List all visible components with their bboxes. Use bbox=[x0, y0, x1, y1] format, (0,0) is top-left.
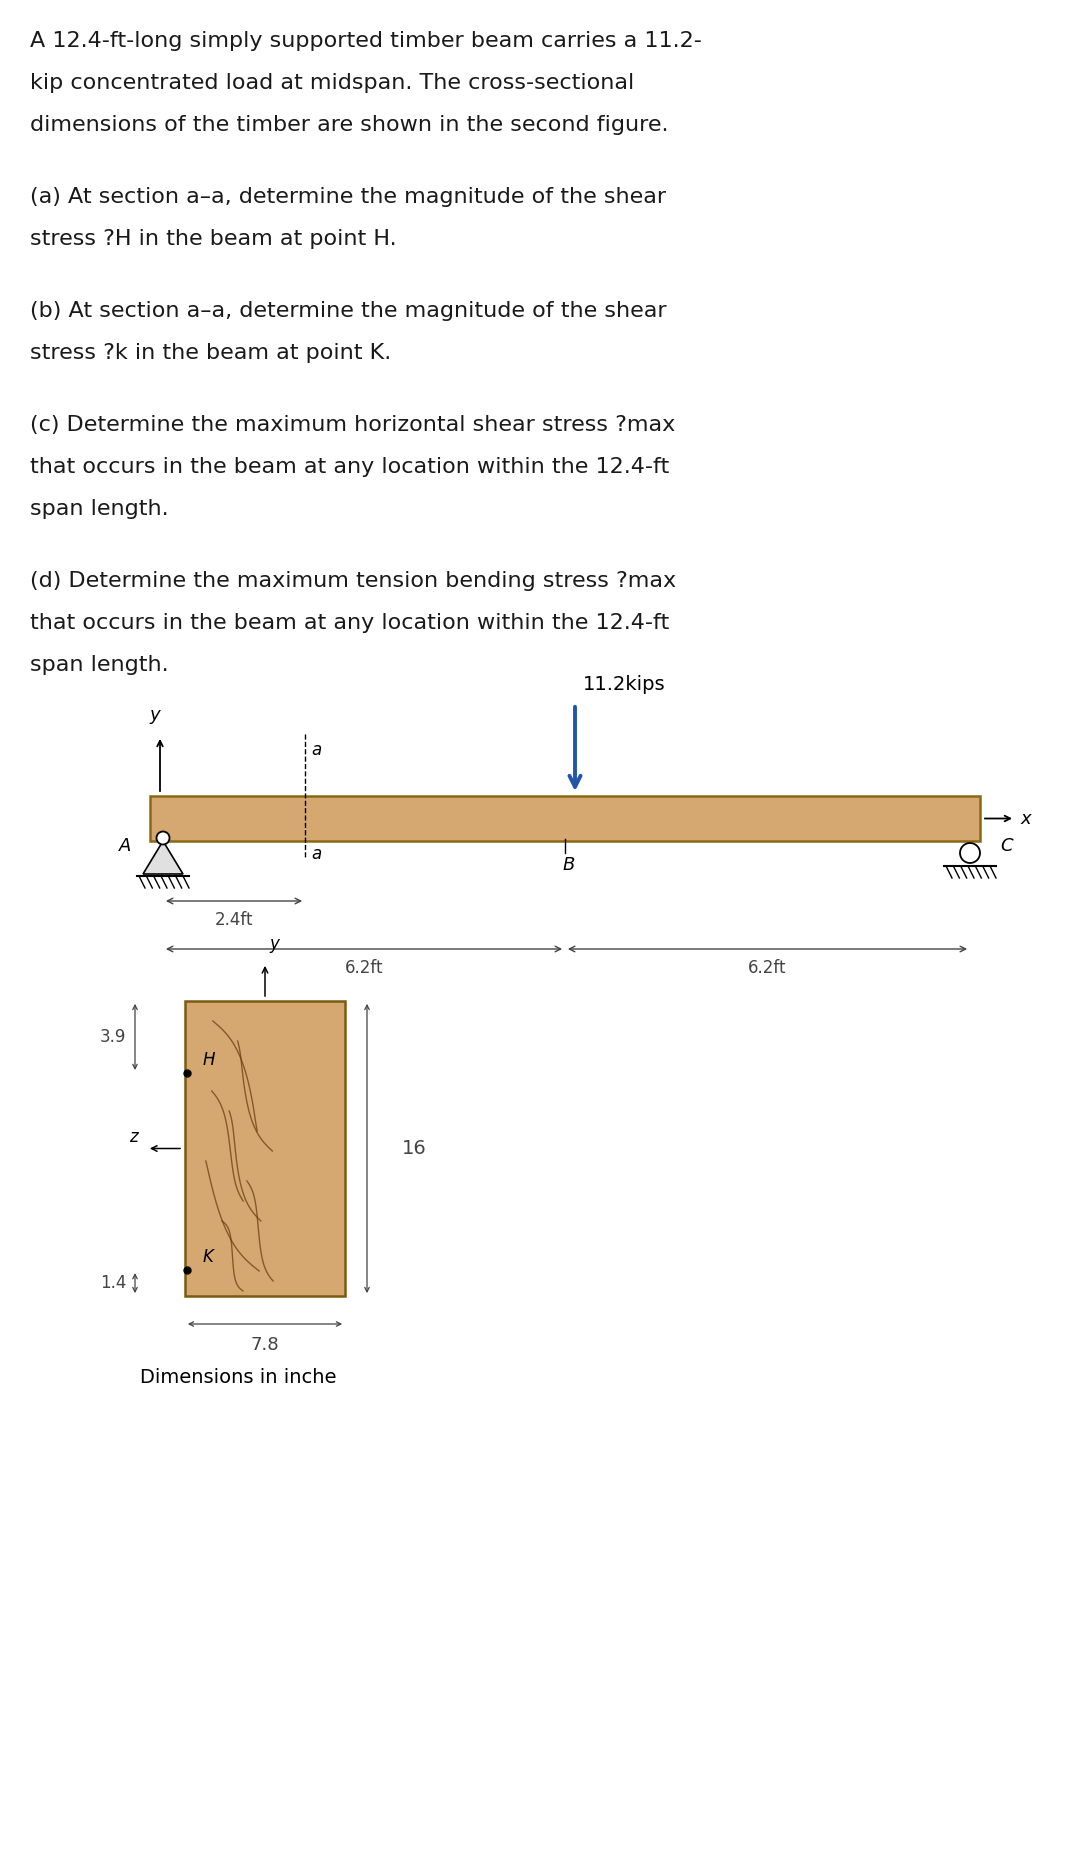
Text: span length.: span length. bbox=[30, 655, 168, 676]
Circle shape bbox=[960, 842, 980, 863]
Text: 6.2ft: 6.2ft bbox=[748, 959, 786, 977]
Bar bbox=[185, 1001, 345, 1296]
Text: that occurs in the beam at any location within the 12.4-ft: that occurs in the beam at any location … bbox=[30, 613, 670, 633]
Text: 2.4ft: 2.4ft bbox=[215, 911, 253, 929]
Text: 3.9: 3.9 bbox=[99, 1027, 126, 1046]
Text: A: A bbox=[119, 837, 131, 855]
Polygon shape bbox=[143, 840, 183, 874]
Text: stress ?k in the beam at point K.: stress ?k in the beam at point K. bbox=[30, 342, 391, 363]
Text: Dimensions in inche: Dimensions in inche bbox=[140, 1368, 337, 1386]
Text: a: a bbox=[311, 740, 321, 759]
Text: H: H bbox=[203, 1051, 216, 1068]
Text: (c) Determine the maximum horizontal shear stress ?max: (c) Determine the maximum horizontal she… bbox=[30, 415, 675, 435]
Text: 11.2kips: 11.2kips bbox=[583, 676, 665, 694]
Text: 16: 16 bbox=[402, 1138, 427, 1159]
Text: y: y bbox=[269, 935, 279, 953]
Text: y: y bbox=[150, 705, 160, 724]
Text: dimensions of the timber are shown in the second figure.: dimensions of the timber are shown in th… bbox=[30, 115, 669, 135]
Text: 7.8: 7.8 bbox=[251, 1336, 280, 1353]
Text: (b) At section a–a, determine the magnitude of the shear: (b) At section a–a, determine the magnit… bbox=[30, 302, 666, 320]
Text: that occurs in the beam at any location within the 12.4-ft: that occurs in the beam at any location … bbox=[30, 457, 670, 478]
Text: 1.4: 1.4 bbox=[99, 1273, 126, 1292]
Text: A 12.4-ft-long simply supported timber beam carries a 11.2-: A 12.4-ft-long simply supported timber b… bbox=[30, 31, 702, 52]
Text: kip concentrated load at midspan. The cross-sectional: kip concentrated load at midspan. The cr… bbox=[30, 72, 634, 93]
Circle shape bbox=[157, 831, 170, 844]
Text: (a) At section a–a, determine the magnitude of the shear: (a) At section a–a, determine the magnit… bbox=[30, 187, 666, 207]
Text: stress ?H in the beam at point H.: stress ?H in the beam at point H. bbox=[30, 230, 396, 250]
Text: K: K bbox=[203, 1248, 214, 1266]
Text: (d) Determine the maximum tension bending stress ?max: (d) Determine the maximum tension bendin… bbox=[30, 570, 676, 590]
Text: span length.: span length. bbox=[30, 500, 168, 518]
Text: a: a bbox=[311, 846, 321, 863]
Text: C: C bbox=[1000, 837, 1013, 855]
Text: B: B bbox=[563, 855, 576, 874]
Text: x: x bbox=[1020, 809, 1030, 827]
Text: 6.2ft: 6.2ft bbox=[345, 959, 383, 977]
Bar bbox=[150, 796, 980, 840]
Text: z: z bbox=[129, 1127, 137, 1146]
